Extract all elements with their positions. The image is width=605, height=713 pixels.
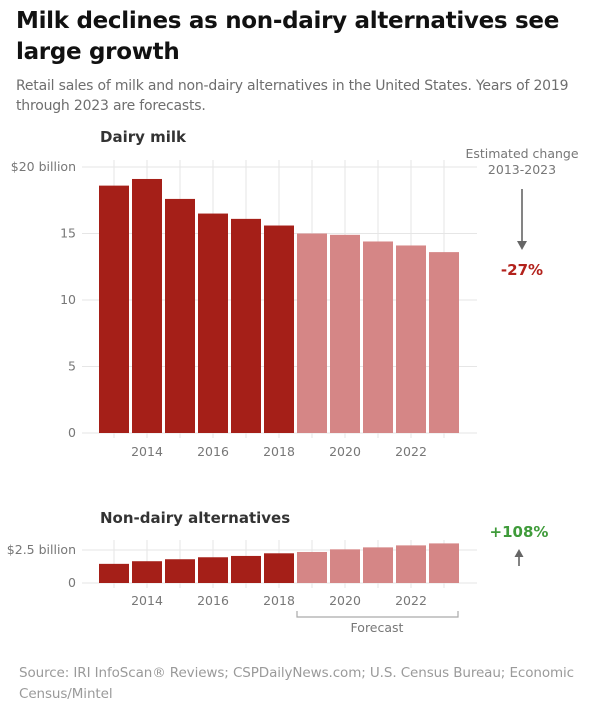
bar-2013 xyxy=(99,185,129,433)
annotation-header-line2: 2013-2023 xyxy=(488,162,556,177)
bar-2016 xyxy=(198,213,228,433)
y-tick-label: 0 xyxy=(68,575,76,590)
bar-2019 xyxy=(297,551,327,583)
y-tick-label: $20 billion xyxy=(11,159,76,174)
nondairy-change-annotation: +108% xyxy=(490,523,549,566)
dairy-y-axis: 0 5 10 15 $20 billion xyxy=(11,159,76,440)
x-tick-label: 2020 xyxy=(329,593,361,608)
x-tick-label: 2018 xyxy=(263,593,295,608)
x-tick-label: 2014 xyxy=(131,444,163,459)
bar-2023 xyxy=(429,252,459,433)
dairy-change-annotation: Estimated change 2013-2023 -27% xyxy=(465,146,578,279)
nondairy-y-axis: 0 $2.5 billion xyxy=(7,542,76,590)
bar-2018 xyxy=(264,553,294,583)
chart-title: Milk declines as non-dairy alternatives … xyxy=(16,8,560,65)
dairy-change-value: -27% xyxy=(501,261,543,279)
bar-2018 xyxy=(264,225,294,433)
x-tick-label: 2020 xyxy=(329,444,361,459)
annotation-header-line1: Estimated change xyxy=(465,146,578,161)
bar-2015 xyxy=(165,198,195,433)
forecast-bracket: Forecast xyxy=(296,611,459,635)
bar-2015 xyxy=(165,559,195,583)
y-tick-label: 0 xyxy=(68,425,76,440)
y-tick-label: 5 xyxy=(68,359,76,374)
bar-2021 xyxy=(363,241,393,433)
x-tick-label: 2018 xyxy=(263,444,295,459)
y-tick-label: $2.5 billion xyxy=(7,542,76,557)
source-note: Source: IRI InfoScan® Reviews; CSPDailyN… xyxy=(19,665,575,702)
bar-2022 xyxy=(396,245,426,433)
bar-2014 xyxy=(132,561,162,583)
chart-subtitle: Retail sales of milk and non-dairy alter… xyxy=(16,78,569,114)
bar-2019 xyxy=(297,233,327,433)
bar-2013 xyxy=(99,563,129,583)
dairy-panel-title: Dairy milk xyxy=(100,128,187,146)
bar-2017 xyxy=(231,218,261,433)
dairy-x-axis: 2014 2016 2018 2020 2022 xyxy=(131,444,427,459)
bar-2023 xyxy=(429,543,459,583)
bar-2017 xyxy=(231,555,261,583)
y-tick-label: 15 xyxy=(60,226,76,241)
bar-2020 xyxy=(330,234,360,433)
nondairy-x-axis: 2014 2016 2018 2020 2022 xyxy=(131,593,427,608)
nondairy-panel-title: Non-dairy alternatives xyxy=(100,509,290,527)
bar-2014 xyxy=(132,178,162,433)
y-tick-label: 10 xyxy=(60,292,76,307)
x-tick-label: 2016 xyxy=(197,444,229,459)
x-tick-label: 2016 xyxy=(197,593,229,608)
dairy-bars xyxy=(99,178,459,433)
non-dairy-panel: Non-dairy alternatives 0 $2.5 billion 201… xyxy=(7,509,549,635)
arrow-up-icon xyxy=(514,549,524,566)
arrow-down-icon xyxy=(517,189,527,250)
nondairy-change-value: +108% xyxy=(490,523,549,541)
x-tick-label: 2022 xyxy=(395,593,427,608)
bar-2021 xyxy=(363,547,393,583)
nondairy-bars xyxy=(99,543,459,583)
bar-2016 xyxy=(198,557,228,583)
forecast-label: Forecast xyxy=(351,620,404,635)
bar-2022 xyxy=(396,545,426,583)
bar-2020 xyxy=(330,549,360,583)
x-tick-label: 2014 xyxy=(131,593,163,608)
x-tick-label: 2022 xyxy=(395,444,427,459)
